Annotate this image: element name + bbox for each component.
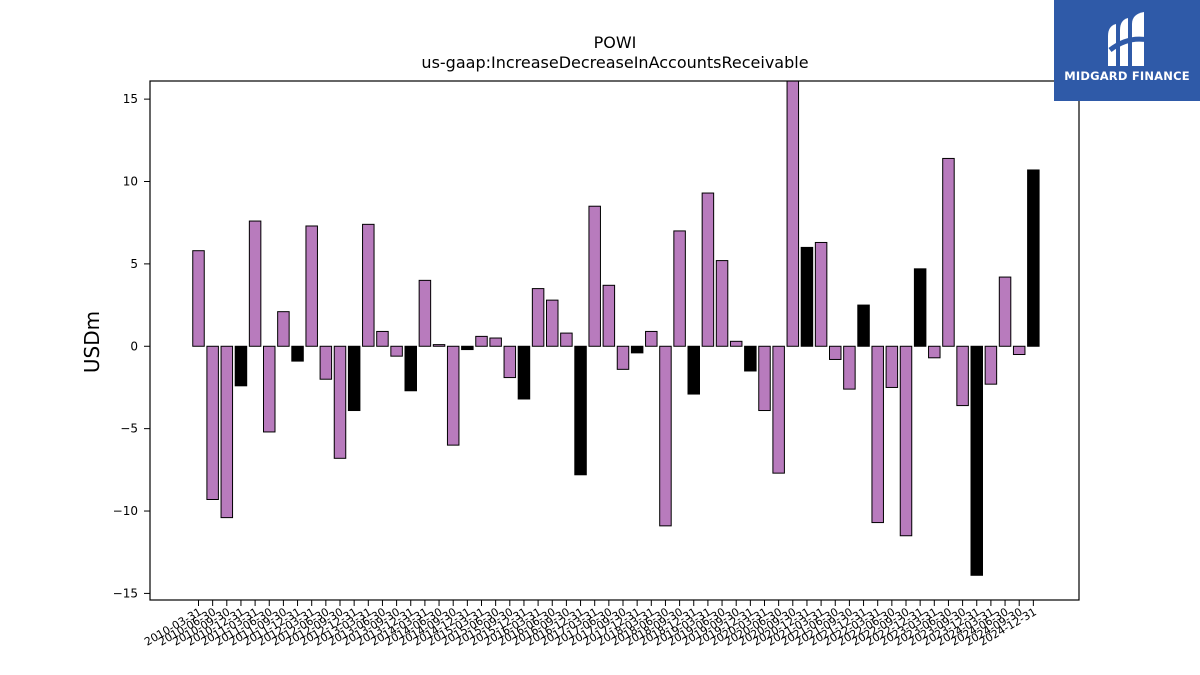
- bar-2016-12-31: [574, 345, 587, 476]
- bar-2021-09-30: [843, 345, 856, 390]
- x-axis: 2010-03-312010-06-302010-09-302010-12-31…: [142, 600, 1039, 649]
- bar-2012-06-30: [319, 345, 333, 380]
- bar-2017-12-31: [630, 345, 644, 354]
- bar-2024-09-30: [1012, 345, 1026, 356]
- bar-2011-09-30: [277, 311, 290, 347]
- bar-2020-09-30: [786, 80, 800, 347]
- bar-2014-12-31: [461, 345, 474, 351]
- bar-2020-06-30: [772, 345, 785, 474]
- bar-2019-06-30: [715, 260, 729, 347]
- bar-2020-12-31: [800, 246, 814, 347]
- bar-2021-06-30: [829, 345, 842, 360]
- bar-2017-09-30: [616, 345, 630, 370]
- bar-2013-09-30: [390, 345, 403, 357]
- bar-2011-06-30: [263, 345, 276, 433]
- bar-2016-06-30: [546, 299, 559, 347]
- bar-2014-06-30: [432, 344, 446, 347]
- bar-2018-03-31: [645, 330, 658, 347]
- bar-2017-03-31: [588, 205, 601, 347]
- bar-2023-12-31: [970, 345, 983, 576]
- bar-2010-03-31: [192, 250, 205, 347]
- bar-2013-06-30: [376, 330, 389, 347]
- y-axis-label: USDm: [80, 311, 104, 373]
- y-axis: −15 −10 −5 0 5 10 15: [113, 92, 150, 600]
- bar-2013-12-31: [404, 345, 417, 392]
- y-tick-label: 0: [130, 339, 138, 353]
- brand-logo: MIDGARD FINANCE: [1054, 0, 1200, 101]
- bar-2016-09-30: [560, 332, 573, 347]
- bar-2023-03-31: [928, 345, 941, 359]
- bar-2010-06-30: [206, 345, 219, 500]
- bar-2010-09-30: [220, 345, 234, 519]
- bar-2020-03-31: [758, 345, 771, 412]
- bar-2018-12-31: [687, 345, 700, 395]
- bar-2016-03-31: [531, 288, 545, 347]
- y-tick-label: 15: [123, 92, 138, 106]
- bar-2018-06-30: [659, 345, 672, 527]
- bar-2017-06-30: [602, 284, 616, 347]
- bar-2023-09-30: [956, 345, 969, 407]
- plot-frame: [149, 80, 1080, 601]
- y-tick-label: 5: [130, 257, 138, 271]
- bar-2012-09-30: [333, 345, 347, 459]
- bar-2014-09-30: [446, 345, 460, 446]
- y-tick-label: 10: [123, 175, 138, 189]
- bar-2012-12-31: [347, 345, 361, 412]
- chart-title: POWI: [594, 33, 637, 52]
- y-tick-label: −10: [113, 504, 138, 518]
- bar-2014-03-31: [418, 279, 432, 347]
- bar-2010-12-31: [234, 345, 248, 387]
- bar-2024-03-31: [984, 345, 998, 385]
- bar-2022-03-31: [871, 345, 884, 524]
- bar-2024-06-30: [998, 276, 1012, 347]
- brand-name: MIDGARD FINANCE: [1064, 69, 1190, 83]
- bar-2022-09-30: [899, 345, 913, 537]
- bar-2012-03-31: [305, 225, 318, 347]
- bar-2023-06-30: [942, 157, 955, 347]
- bar-2021-12-31: [857, 304, 870, 347]
- midgard-logo-icon: [1108, 12, 1149, 66]
- chart-subtitle: us-gaap:IncreaseDecreaseInAccountsReceiv…: [421, 53, 808, 72]
- bar-2011-12-31: [291, 345, 304, 362]
- bar-2011-03-31: [248, 220, 262, 347]
- bar-2022-12-31: [913, 268, 927, 347]
- bar-2015-06-30: [489, 337, 502, 347]
- bar-2019-12-31: [744, 345, 757, 372]
- bar-2021-03-31: [814, 241, 828, 347]
- bars-group: [192, 80, 1040, 576]
- bar-2013-03-31: [362, 223, 375, 347]
- y-tick-label: −5: [120, 422, 138, 436]
- bar-2018-09-30: [673, 230, 686, 347]
- bar-2015-03-31: [475, 335, 488, 347]
- bar-2022-06-30: [885, 345, 899, 388]
- y-tick-label: −15: [113, 586, 138, 600]
- bar-2019-09-30: [729, 340, 743, 347]
- bar-2015-12-31: [517, 345, 531, 400]
- bar-2019-03-31: [701, 192, 715, 347]
- bar-2024-12-31: [1027, 169, 1040, 347]
- bar-2015-09-30: [503, 345, 517, 379]
